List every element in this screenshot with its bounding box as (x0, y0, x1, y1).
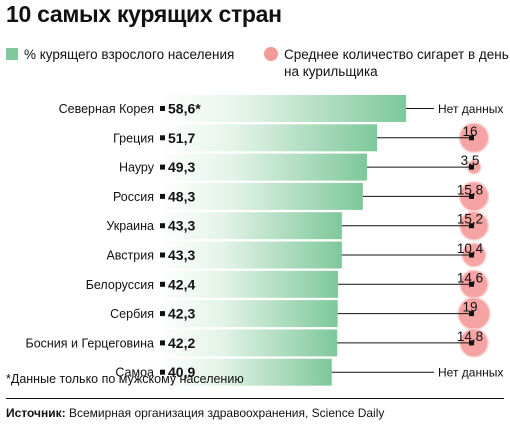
bubble-marker-4 (469, 223, 474, 229)
category-label-1: Греция (113, 131, 154, 145)
legend-swatch-green (6, 48, 18, 60)
value-label-2: 49,3 (168, 159, 195, 175)
bubble-marker-6 (469, 281, 474, 287)
bubble-label-3: 15,8 (457, 182, 483, 197)
no-data-label-9: Нет данных (438, 366, 503, 380)
bar-3 (160, 182, 363, 210)
source-text: Всемирная организация здравоохранения, S… (69, 406, 385, 420)
bubble-label-6: 14,6 (457, 270, 483, 285)
value-marker-8 (160, 340, 165, 346)
category-label-9: Самоа (115, 366, 154, 380)
value-label-9: 40,9 (168, 364, 195, 380)
bubble-label-8: 14,8 (457, 329, 483, 344)
value-label-4: 43,3 (168, 218, 195, 234)
value-label-7: 42,3 (168, 306, 195, 322)
category-label-7: Сербия (110, 307, 154, 321)
value-label-8: 42,2 (168, 335, 195, 351)
value-label-5: 43,3 (168, 247, 195, 263)
bar-6 (160, 270, 339, 298)
legend-item-cigarettes-per-day: Среднее количество сигарет в день на кур… (264, 46, 510, 80)
value-label-1: 51,7 (168, 130, 195, 146)
bar-7 (160, 300, 338, 328)
source-label: Источник: (6, 406, 66, 420)
bubble-label-1: 16 (462, 124, 477, 139)
bar-8 (160, 329, 338, 357)
bubble-label-7: 19 (462, 300, 477, 315)
value-marker-0 (160, 106, 165, 111)
category-label-6: Белоруссия (86, 278, 154, 292)
bubble-marker-1 (469, 135, 474, 141)
legend-swatch-bubble (264, 47, 278, 61)
category-label-3: Россия (113, 190, 154, 204)
bar-4 (160, 212, 342, 240)
value-marker-4 (160, 223, 165, 229)
value-marker-2 (160, 164, 165, 170)
chart-title: 10 самых курящих стран (6, 1, 282, 27)
bubble-label-2: 3,5 (461, 153, 480, 168)
category-label-5: Австрия (106, 249, 154, 263)
value-marker-1 (160, 135, 165, 141)
category-label-2: Науру (119, 161, 155, 175)
value-marker-6 (160, 281, 165, 287)
bar-9 (160, 358, 332, 386)
category-label-8: Босния и Герцеговина (25, 336, 154, 350)
bubble-marker-7 (469, 311, 474, 317)
bubble-label-5: 10,4 (457, 241, 484, 256)
value-marker-9 (160, 369, 165, 375)
bubble-label-4: 15,2 (457, 212, 483, 227)
bubble-marker-2 (469, 164, 474, 170)
value-label-6: 42,4 (168, 276, 195, 292)
divider (6, 398, 504, 399)
value-marker-7 (160, 311, 165, 317)
legend-item-smokers-percent: % курящего взрослого населения (6, 46, 236, 63)
bubble-marker-5 (469, 252, 474, 258)
legend-label-cigarettes-per-day: Среднее количество сигарет в день на кур… (284, 47, 509, 79)
legend-label-smokers-percent: % курящего взрослого населения (24, 47, 235, 62)
bubble-marker-3 (469, 193, 474, 199)
no-data-label-0: Нет данных (438, 102, 503, 116)
value-label-3: 48,3 (168, 188, 195, 204)
source-line: Источник: Всемирная организация здравоох… (6, 406, 384, 420)
value-label-0: 58,6* (168, 101, 201, 117)
bar-1 (160, 124, 378, 152)
bar-0 (160, 95, 407, 122)
value-marker-5 (160, 252, 165, 258)
category-label-0: Северная Корея (59, 102, 154, 116)
value-marker-3 (160, 193, 165, 199)
bar-2 (160, 153, 368, 181)
bar-5 (160, 241, 342, 269)
category-label-4: Украина (106, 219, 154, 233)
footnote: *Данные только по мужскому населению (6, 372, 244, 386)
bubble-marker-8 (469, 340, 474, 346)
